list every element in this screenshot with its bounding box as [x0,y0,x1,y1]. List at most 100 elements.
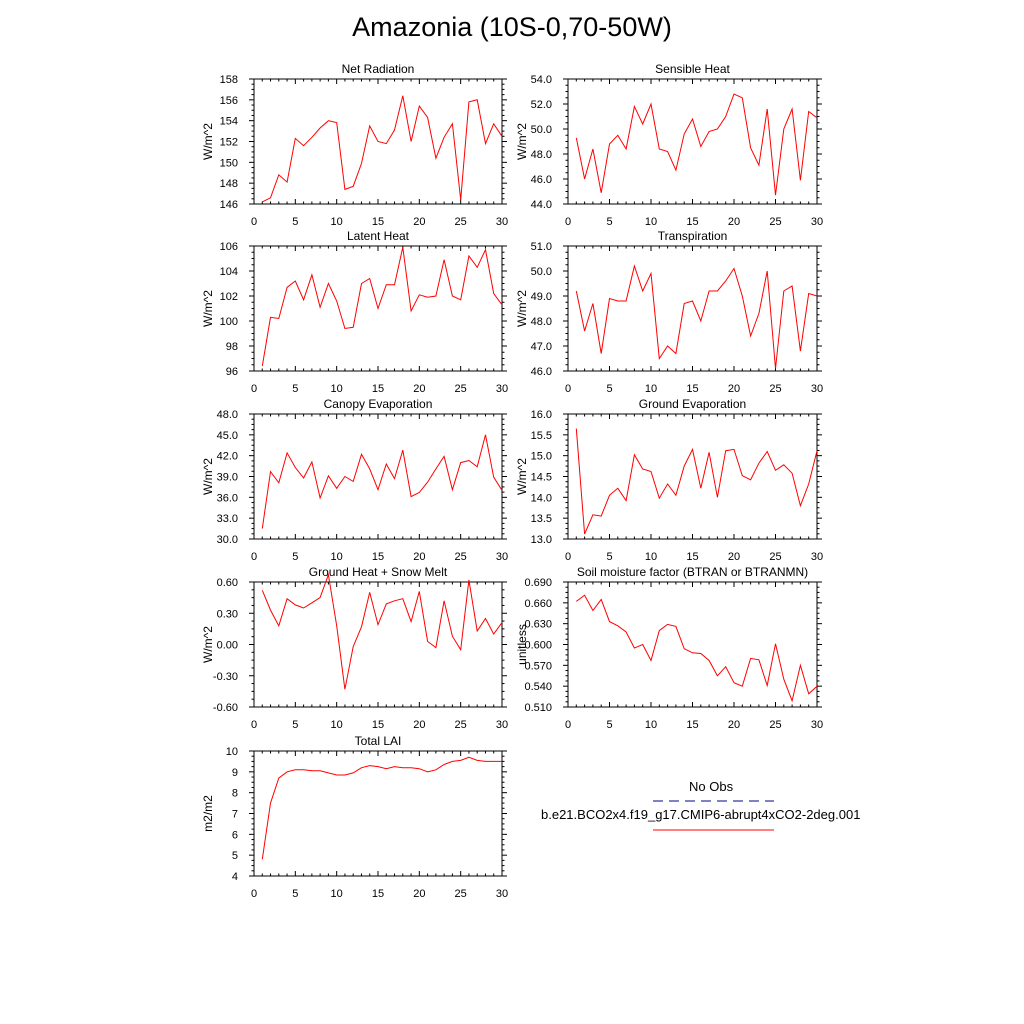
y-tick-label: 0.570 [524,660,552,672]
page-title: Amazonia (10S-0,70-50W) [352,12,672,42]
y-tick-label: 106 [220,241,238,253]
chart-net-radiation: 0 5 10 15 20 25 30 146 148 150 152 154 156 158 W/m^2 Ne… [201,62,508,228]
series-line [575,93,818,196]
y-tick-label: 150 [220,157,238,169]
y-tick-label: 30.0 [217,534,238,546]
chart-latent-heat: 0 5 10 15 20 25 30 96 98 100 102 104 106 W/m^2 Latent … [201,229,508,395]
y-tick-label: 46.0 [531,366,552,378]
series-line [261,247,503,367]
y-tick-label: 48.0 [217,409,238,421]
y-axis-label: unitless [515,624,529,665]
x-tick-label: 25 [455,888,467,900]
x-tick-label: 25 [769,383,781,395]
panel-title: Soil moisture factor (BTRAN or BTRANMN) [577,565,808,579]
y-tick-label: 0.660 [524,598,552,610]
y-tick-label: 100 [220,316,238,328]
x-tick-label: 20 [728,719,740,731]
y-tick-label: 36.0 [217,492,238,504]
chart-soil-moisture-factor-btran-or-btranmn: 0 5 10 15 20 25 30 0.510 0.540 0.570 0.600 0.630 0.6… [515,565,823,731]
x-tick-label: 0 [251,551,257,563]
y-tick-label: 16.0 [531,409,552,421]
y-tick-label: 47.0 [531,341,552,353]
panel-title: Transpiration [658,229,728,243]
y-tick-label: 45.0 [217,430,238,442]
y-tick-label: 6 [232,829,238,841]
plot-frame [253,750,503,877]
chart-canopy-evaporation: 0 5 10 15 20 25 30 30.0 33.0 36.0 39.0 42.0 45.0 48.0… [201,397,508,563]
y-tick-label: 48.0 [531,316,552,328]
y-axis-label: W/m^2 [515,458,529,495]
x-tick-label: 0 [251,719,257,731]
y-tick-label: 15.0 [531,451,552,463]
x-tick-label: 20 [728,551,740,563]
y-tick-label: 0.00 [217,640,238,652]
series-line [575,264,818,369]
x-tick-label: 20 [413,719,425,731]
y-tick-label: 102 [220,291,238,303]
x-tick-label: 5 [292,719,298,731]
x-tick-label: 25 [455,216,467,228]
y-tick-label: 44.0 [531,199,552,211]
x-tick-label: 20 [728,216,740,228]
chart-ground-evaporation: 0 5 10 15 20 25 30 13.0 13.5 14.0 14.5 15.0 15.5 16.0… [515,397,823,563]
y-tick-label: 96 [226,366,238,378]
x-tick-label: 25 [455,383,467,395]
x-tick-label: 30 [496,719,508,731]
y-tick-label: 0.690 [524,577,552,589]
x-tick-label: 5 [606,216,612,228]
y-tick-label: 14.0 [531,492,552,504]
x-tick-label: 10 [331,383,343,395]
x-tick-label: 10 [331,551,343,563]
y-tick-label: 146 [220,199,238,211]
y-tick-label: 156 [220,95,238,107]
y-tick-label: 14.5 [531,472,552,484]
x-tick-label: 10 [645,216,657,228]
x-tick-label: 15 [686,551,698,563]
y-tick-label: 154 [220,116,238,128]
x-tick-label: 30 [496,216,508,228]
x-tick-label: 5 [606,383,612,395]
y-tick-label: 15.5 [531,430,552,442]
y-tick-label: 152 [220,137,238,149]
y-tick-label: 42.0 [217,451,238,463]
y-tick-label: 9 [232,767,238,779]
x-tick-label: 25 [769,551,781,563]
y-axis-label: W/m^2 [515,123,529,160]
series-line [262,95,503,203]
x-tick-label: 0 [251,383,257,395]
y-axis-label: m2/m2 [201,795,215,832]
x-tick-label: 15 [372,719,384,731]
x-tick-label: 15 [686,719,698,731]
x-tick-label: 15 [686,383,698,395]
x-tick-label: 5 [292,383,298,395]
chart-sensible-heat: 0 5 10 15 20 25 30 44.0 46.0 48.0 50.0 52.0 54.0 W/m^… [515,62,823,228]
y-tick-label: 158 [220,74,238,86]
legend-line-model [653,829,774,831]
x-tick-label: 0 [565,551,571,563]
x-tick-label: 5 [292,551,298,563]
legend-line-obs [653,800,774,802]
x-tick-label: 5 [606,551,612,563]
y-tick-label: 52.0 [531,99,552,111]
y-axis-label: W/m^2 [201,626,215,663]
x-tick-label: 15 [372,551,384,563]
y-tick-label: 0.510 [524,702,552,714]
x-tick-label: 30 [496,888,508,900]
legend-label-obs: No Obs [689,779,734,794]
plot-frame [253,413,503,540]
y-tick-label: 50.0 [531,266,552,278]
x-tick-label: 10 [331,888,343,900]
legend-label-model: b.e21.BCO2x4.f19_g17.CMIP6-abrupt4xCO2-2… [541,807,861,822]
x-tick-label: 30 [496,383,508,395]
y-tick-label: 51.0 [531,241,552,253]
y-axis-label: W/m^2 [201,458,215,495]
y-tick-label: 48.0 [531,149,552,161]
x-tick-label: 20 [413,383,425,395]
panel-title: Sensible Heat [655,62,730,76]
y-tick-label: 0.630 [524,619,552,631]
y-tick-label: 8 [232,788,238,800]
y-tick-label: 33.0 [217,513,238,525]
y-tick-label: 39.0 [217,472,238,484]
x-tick-label: 25 [769,216,781,228]
x-tick-label: 20 [413,888,425,900]
